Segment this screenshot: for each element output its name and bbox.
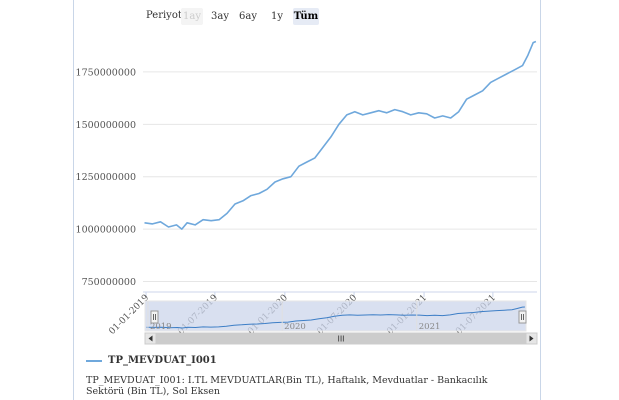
navigator-series	[146, 306, 525, 329]
arrow-right-icon	[529, 335, 534, 342]
range-selector-label: Periyot	[146, 10, 182, 21]
legend-item-label[interactable]: TP_MEVDUAT_I001	[108, 355, 217, 366]
range-button-tum[interactable]: Tüm	[293, 8, 319, 25]
navigator-year-label: 2019	[150, 322, 172, 332]
arrow-left-icon	[148, 335, 153, 342]
range-button-1ay[interactable]: 1ay	[181, 8, 203, 25]
gridlines	[143, 71, 537, 297]
series-line[interactable]	[144, 40, 537, 230]
y-tick-label: 1500000000	[76, 120, 136, 131]
range-button-1y[interactable]: 1y	[270, 11, 283, 22]
chart-container	[73, 0, 541, 400]
series-caption: TP_MEVDUAT_I001: I.TL MEVDUATLAR(Bin TL)…	[86, 375, 488, 397]
y-tick-label: 1250000000	[76, 172, 136, 183]
scrollbar-grip: III	[337, 335, 344, 344]
y-tick-label: 750000000	[82, 277, 136, 288]
y-axis-labels: 750000000 1000000000 1250000000 1500000000 1…	[76, 67, 136, 288]
legend-swatch	[86, 359, 102, 362]
legend[interactable]: TP_MEVDUAT_I001	[86, 355, 217, 366]
series-line-group	[144, 40, 537, 230]
navigator-year-label: 2021	[419, 322, 441, 332]
y-tick-label: 1750000000	[76, 67, 136, 78]
range-button-3ay[interactable]: 3ay	[211, 11, 229, 22]
range-button-6ay[interactable]: 6ay	[239, 11, 257, 22]
navigator[interactable]: 2019 2020 2021	[144, 300, 527, 332]
navigator-line	[146, 306, 525, 329]
navigator-right-handle[interactable]	[518, 310, 527, 324]
navigator-year-label: 2020	[284, 322, 306, 332]
scrollbar[interactable]: III	[144, 332, 538, 345]
navigator-year-labels: 2019 2020 2021	[147, 301, 441, 332]
navigator-left-handle[interactable]	[150, 310, 159, 324]
y-tick-label: 1000000000	[76, 225, 136, 236]
